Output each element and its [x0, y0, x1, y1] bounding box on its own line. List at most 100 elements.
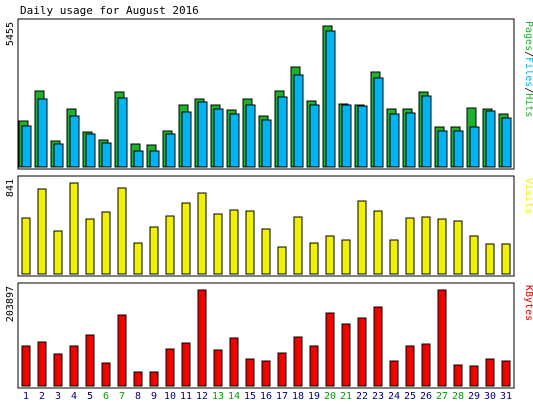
day-label-16: 16: [260, 391, 272, 402]
bar-visits-day-29: [469, 235, 479, 275]
bar-kbytes-day-8: [133, 371, 143, 387]
day-label-15: 15: [244, 391, 256, 402]
bar-visits-day-16: [261, 228, 271, 275]
bar-files-day-17: [277, 96, 288, 168]
bar-kbytes-day-2: [37, 341, 47, 387]
bar-files-day-26: [421, 95, 432, 168]
side-legend-hits: Pages/Files/Hits: [523, 21, 533, 117]
bar-visits-day-31: [501, 243, 511, 275]
bar-visits-day-11: [181, 202, 191, 275]
bar-visits-day-5: [85, 218, 95, 275]
day-label-21: 21: [340, 391, 352, 402]
day-label-8: 8: [135, 391, 141, 402]
side-legend-item-files: Files: [523, 57, 533, 87]
day-label-23: 23: [372, 391, 384, 402]
bar-visits-day-10: [165, 215, 175, 275]
bar-files-day-28: [453, 130, 464, 168]
bar-files-day-4: [69, 115, 80, 168]
bar-visits-day-13: [213, 213, 223, 275]
day-label-10: 10: [164, 391, 176, 402]
day-label-18: 18: [292, 391, 304, 402]
bar-kbytes-day-26: [421, 343, 431, 387]
bar-files-day-24: [389, 113, 400, 168]
bar-kbytes-day-27: [437, 289, 447, 387]
bar-visits-day-8: [133, 242, 143, 275]
day-label-24: 24: [388, 391, 400, 402]
bar-kbytes-day-28: [453, 364, 463, 387]
bar-files-day-31: [501, 117, 512, 168]
day-label-11: 11: [180, 391, 192, 402]
bar-visits-day-24: [389, 239, 399, 275]
day-label-25: 25: [404, 391, 416, 402]
bar-files-day-11: [181, 111, 192, 168]
bar-files-day-13: [213, 108, 224, 168]
day-label-9: 9: [151, 391, 157, 402]
bar-kbytes-day-11: [181, 342, 191, 387]
bar-files-day-5: [85, 133, 96, 168]
side-legend-separator: /: [523, 51, 533, 57]
bar-visits-day-19: [309, 242, 319, 275]
chart-title: Daily usage for August 2016: [20, 4, 199, 17]
bar-files-day-21: [341, 104, 352, 168]
bar-kbytes-day-9: [149, 371, 159, 387]
day-label-26: 26: [420, 391, 432, 402]
bar-kbytes-day-20: [325, 312, 335, 387]
day-label-7: 7: [119, 391, 125, 402]
bar-visits-day-7: [117, 187, 127, 275]
bar-files-day-30: [485, 110, 496, 168]
bar-files-day-20: [325, 30, 336, 168]
day-label-2: 2: [39, 391, 45, 402]
bar-files-day-3: [53, 143, 64, 168]
bar-kbytes-day-16: [261, 360, 271, 387]
side-legend-item-pages: Pages: [523, 21, 533, 51]
bar-kbytes-day-6: [101, 362, 111, 387]
bar-visits-day-21: [341, 239, 351, 275]
bar-kbytes-day-12: [197, 289, 207, 387]
side-legend-item-hits: Hits: [523, 93, 533, 117]
bar-files-day-14: [229, 113, 240, 168]
bar-kbytes-day-4: [69, 345, 79, 387]
day-label-31: 31: [500, 391, 512, 402]
y-max-label-visits: 841: [5, 179, 16, 197]
bar-kbytes-day-22: [357, 317, 367, 387]
bar-files-day-10: [165, 133, 176, 168]
day-label-4: 4: [71, 391, 77, 402]
bar-visits-day-28: [453, 220, 463, 275]
day-label-3: 3: [55, 391, 61, 402]
bar-visits-day-9: [149, 226, 159, 275]
bar-visits-day-27: [437, 218, 447, 275]
bar-kbytes-day-19: [309, 345, 319, 387]
bar-files-day-16: [261, 119, 272, 168]
bar-files-day-1: [21, 125, 32, 168]
bar-kbytes-day-5: [85, 334, 95, 387]
bar-kbytes-day-21: [341, 323, 351, 387]
bar-files-day-8: [133, 150, 144, 168]
bar-kbytes-day-15: [245, 358, 255, 387]
bar-files-day-27: [437, 130, 448, 168]
bar-files-day-9: [149, 150, 160, 168]
day-label-22: 22: [356, 391, 368, 402]
side-legend-visits: Visits: [523, 178, 533, 214]
bar-visits-day-12: [197, 192, 207, 275]
bar-visits-day-26: [421, 216, 431, 275]
bar-files-day-7: [117, 97, 128, 168]
bar-kbytes-day-31: [501, 360, 511, 387]
bar-visits-day-15: [245, 210, 255, 275]
bar-files-day-15: [245, 104, 256, 168]
side-legend-item-visits: Visits: [523, 178, 533, 214]
bar-kbytes-day-10: [165, 348, 175, 387]
bar-visits-day-18: [293, 216, 303, 275]
day-label-17: 17: [276, 391, 288, 402]
bar-files-day-2: [37, 98, 48, 168]
bar-kbytes-day-7: [117, 314, 127, 387]
bar-visits-day-3: [53, 230, 63, 275]
bar-kbytes-day-13: [213, 349, 223, 387]
day-label-20: 20: [324, 391, 336, 402]
bar-visits-day-6: [101, 211, 111, 275]
y-max-label-kbytes: 203897: [5, 286, 16, 322]
bar-files-day-12: [197, 101, 208, 168]
day-label-5: 5: [87, 391, 93, 402]
